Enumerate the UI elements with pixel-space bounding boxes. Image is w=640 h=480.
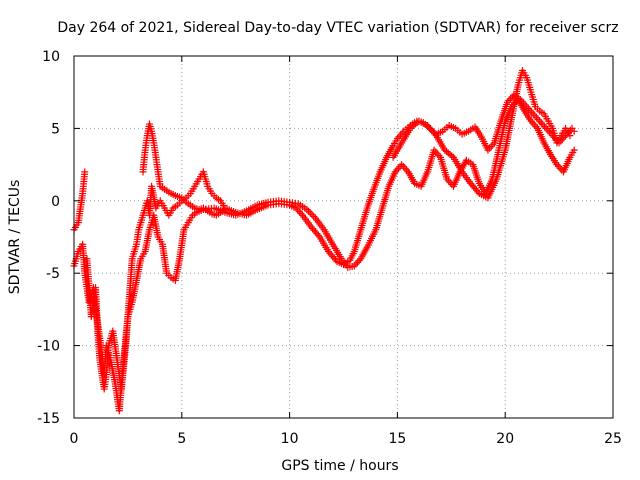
x-tick-label: 25 — [604, 431, 622, 447]
data-points — [70, 66, 578, 415]
data-point — [566, 132, 574, 140]
data-point-fill — [431, 130, 439, 138]
data-point-fill — [310, 212, 318, 220]
data-point — [536, 117, 544, 125]
data-point — [221, 205, 229, 213]
data-point-fill — [401, 164, 409, 172]
data-point-fill — [354, 258, 362, 266]
x-tick-label: 10 — [281, 431, 299, 447]
ticks: 0 5 10 15 20 25 -15 -10 -5 0 5 10 — [37, 49, 622, 447]
x-tick-label: 20 — [496, 431, 514, 447]
data-point-fill — [448, 152, 456, 160]
x-tick-label: 0 — [70, 431, 79, 447]
y-tick-label: 10 — [42, 49, 60, 65]
chart-title: Day 264 of 2021, Sidereal Day-to-day VTE… — [57, 20, 618, 36]
y-axis-label: SDTVAR / TECUs — [7, 180, 23, 295]
data-point-fill — [297, 209, 305, 217]
data-point-fill — [474, 188, 482, 196]
data-point-fill — [530, 121, 538, 129]
data-point-fill — [332, 256, 340, 264]
x-tick-label: 15 — [388, 431, 406, 447]
data-point — [570, 127, 578, 135]
x-axis-label: GPS time / hours — [281, 458, 398, 474]
data-point-fill — [537, 119, 545, 127]
y-tick-label: 0 — [51, 194, 60, 210]
data-point — [529, 110, 537, 118]
data-point-fill — [394, 164, 402, 172]
data-point-fill — [531, 112, 539, 120]
data-point-fill — [306, 209, 314, 217]
data-point-fill — [532, 114, 540, 122]
data-point-fill — [534, 115, 542, 123]
y-tick-label: -10 — [37, 339, 60, 355]
y-tick-label: 5 — [51, 121, 60, 137]
data-point-fill — [308, 211, 316, 219]
data-point-fill — [399, 162, 407, 170]
y-tick-label: -5 — [46, 266, 60, 282]
x-tick-label: 5 — [177, 431, 186, 447]
data-point — [398, 161, 406, 169]
data-point-fill — [305, 207, 313, 215]
y-tick-label: -15 — [37, 411, 60, 427]
data-point-fill — [295, 208, 303, 216]
plot-frame — [73, 55, 614, 419]
data-point — [570, 146, 578, 154]
data-point-fill — [487, 143, 495, 150]
data-point-fill — [545, 128, 553, 136]
data-point-fill — [539, 121, 547, 129]
data-point-fill — [544, 126, 552, 134]
data-point-fill — [314, 231, 322, 239]
data-point — [81, 168, 89, 176]
